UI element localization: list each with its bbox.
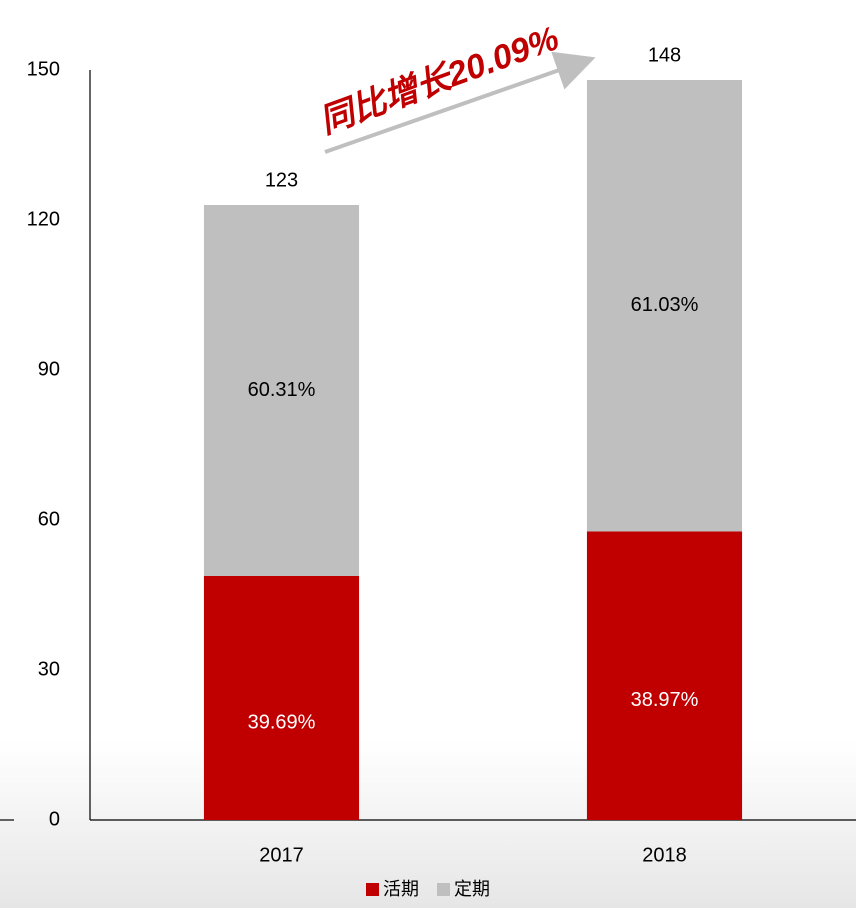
y-tick-label: 150 <box>27 58 60 80</box>
x-tick-label: 2017 <box>259 844 304 866</box>
legend-swatch <box>366 883 379 896</box>
x-tick-label: 2018 <box>642 844 687 866</box>
bar-segment <box>586 531 743 820</box>
legend-swatch <box>437 883 450 896</box>
y-tick-label: 0 <box>49 808 60 830</box>
y-tick-label: 30 <box>38 658 60 680</box>
total-label: 148 <box>648 44 681 66</box>
segment-label: 39.69% <box>248 711 316 733</box>
legend-label: 定期 <box>454 879 490 899</box>
segment-label: 38.97% <box>631 689 699 711</box>
segment-label: 60.31% <box>248 379 316 401</box>
y-tick-label: 60 <box>38 508 60 530</box>
growth-arrow <box>324 51 596 154</box>
total-label: 123 <box>265 169 298 191</box>
bar-segment <box>586 80 743 532</box>
legend-label: 活期 <box>383 879 419 899</box>
y-tick-label: 120 <box>27 208 60 230</box>
segment-label: 61.03% <box>631 294 699 316</box>
bar-segment <box>203 205 360 576</box>
y-tick-label: 90 <box>38 358 60 380</box>
bar-segment <box>203 576 360 820</box>
